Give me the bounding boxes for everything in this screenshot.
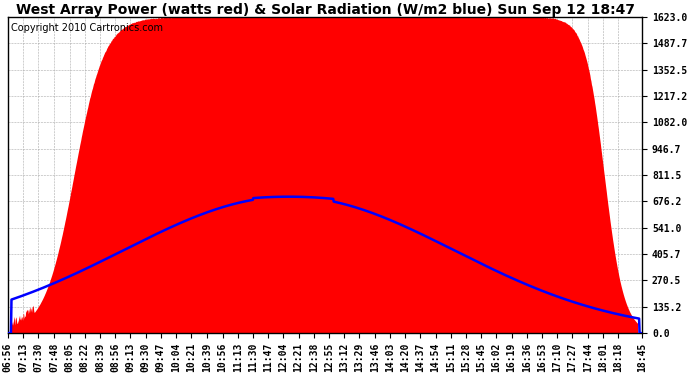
Text: Copyright 2010 Cartronics.com: Copyright 2010 Cartronics.com: [11, 23, 163, 33]
Title: West Array Power (watts red) & Solar Radiation (W/m2 blue) Sun Sep 12 18:47: West Array Power (watts red) & Solar Rad…: [15, 3, 635, 17]
